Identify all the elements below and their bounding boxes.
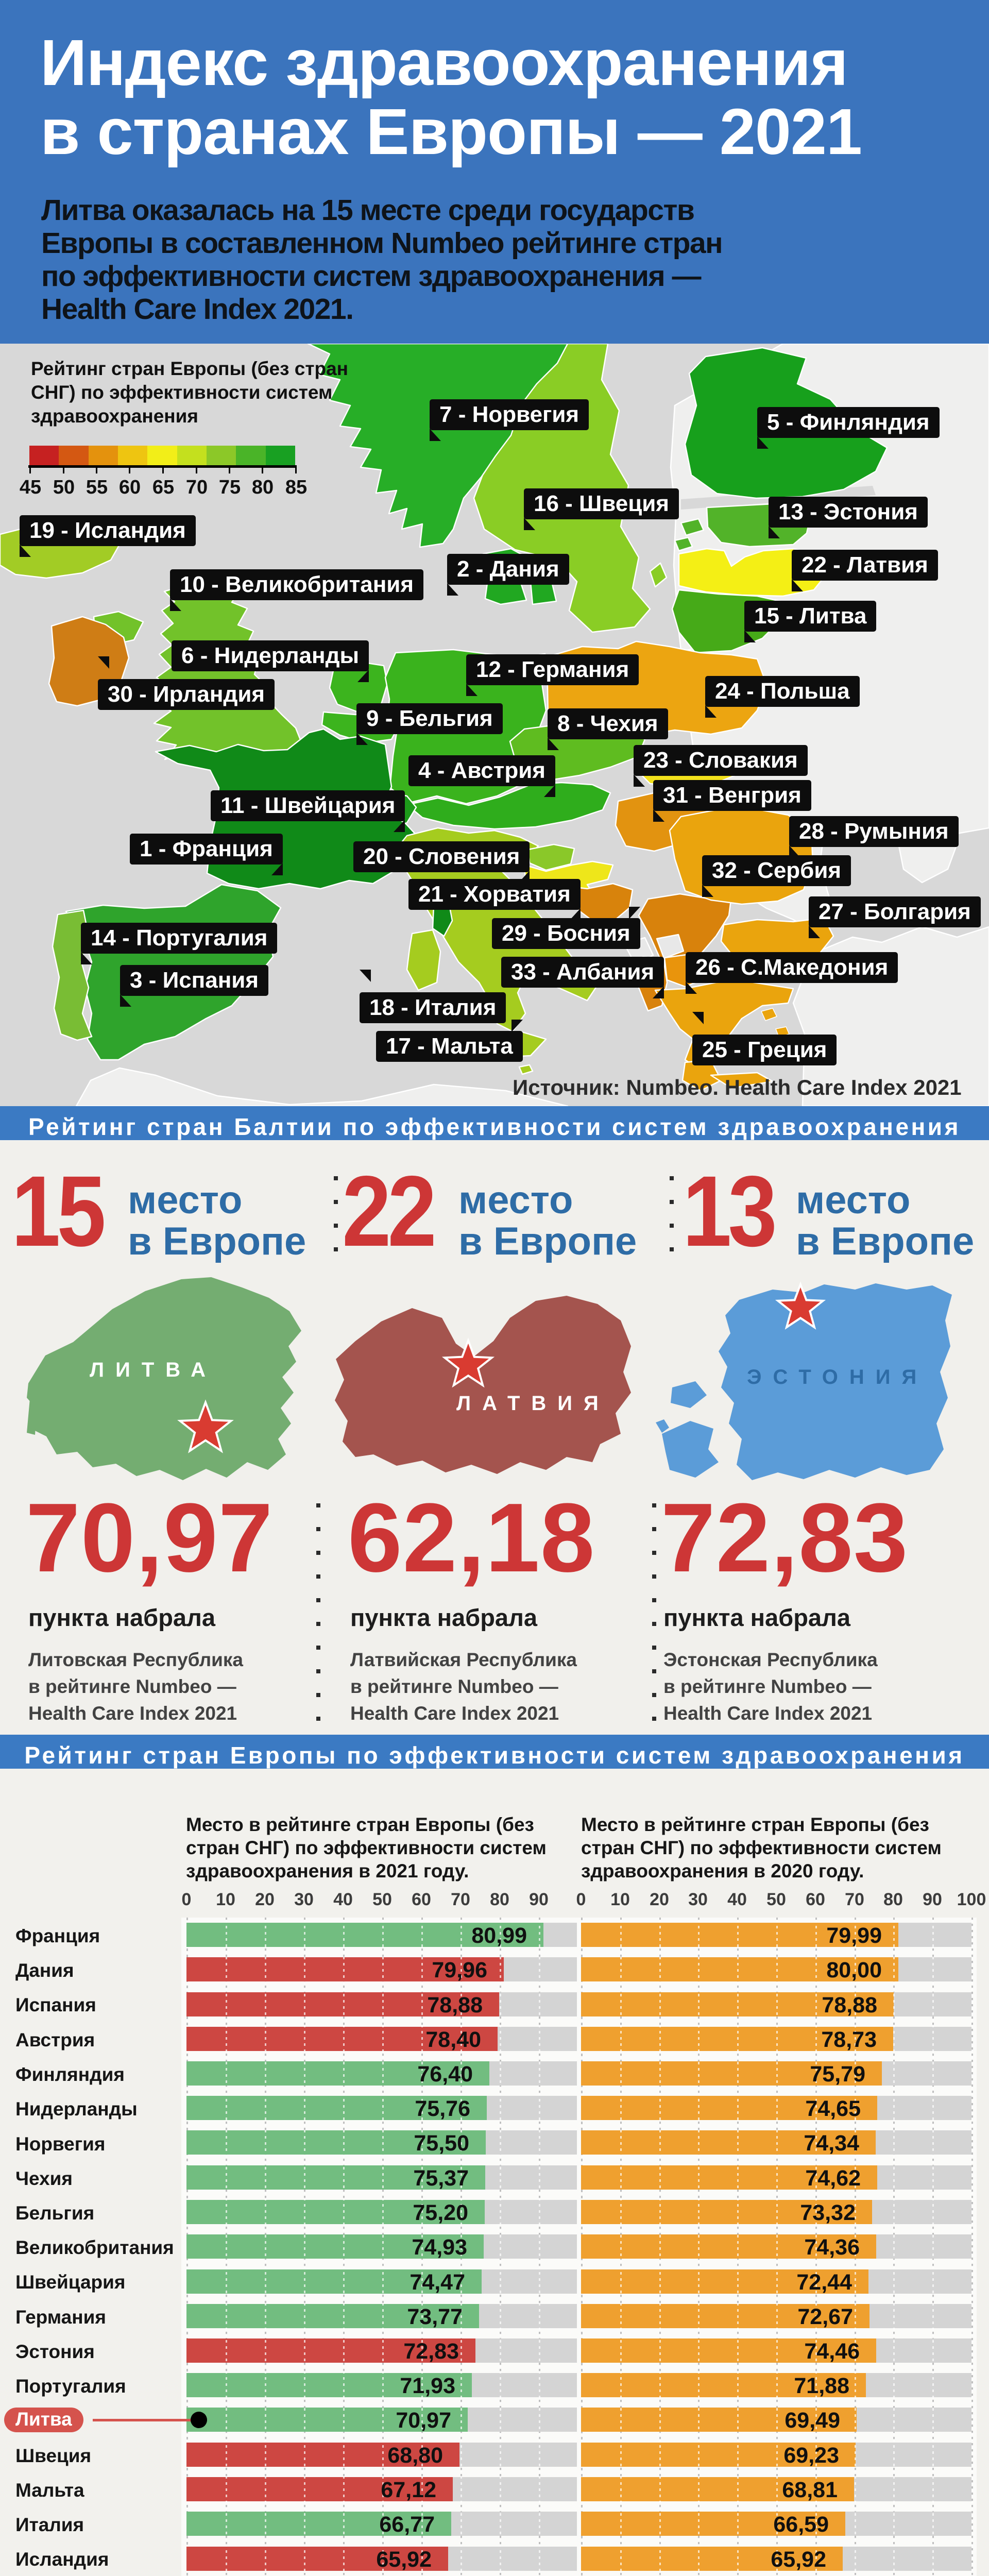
svg-text:ЛАТВИЯ: ЛАТВИЯ <box>456 1392 610 1415</box>
svg-text:ЛИТВА: ЛИТВА <box>90 1359 217 1381</box>
svg-text:ЭСТОНИЯ: ЭСТОНИЯ <box>747 1366 928 1388</box>
